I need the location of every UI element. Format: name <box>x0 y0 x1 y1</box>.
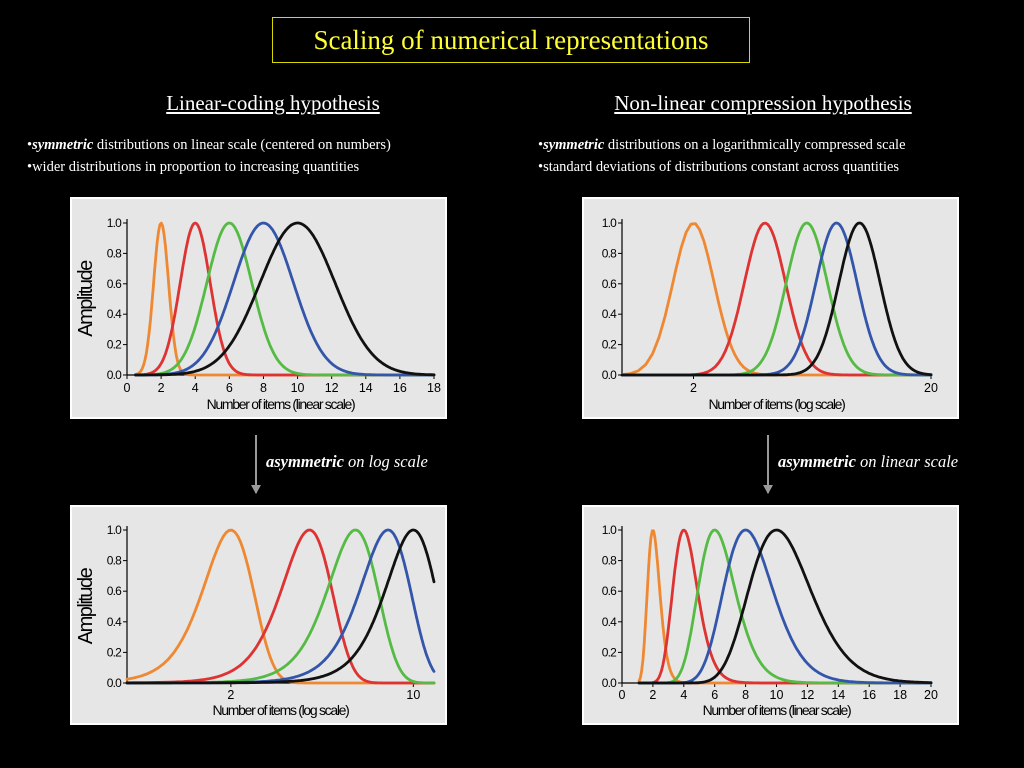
right-arrow-label: asymmetric on linear scale <box>778 452 959 471</box>
series-line-2 <box>134 221 436 377</box>
y-tick-label: 0.4 <box>107 307 122 321</box>
x-tick-label: 4 <box>680 688 687 702</box>
x-tick-label: 8 <box>742 688 749 702</box>
right-bullets: •symmetric distributions on a logarithmi… <box>538 134 906 178</box>
y-tick-label: 0.2 <box>602 645 617 659</box>
x-tick-label: 18 <box>893 688 907 702</box>
y-tick-label: 1.0 <box>107 523 122 537</box>
x-tick-label: 16 <box>393 381 407 395</box>
x-tick-label: 10 <box>291 381 305 395</box>
series-line-3 <box>125 528 436 685</box>
series-line-4 <box>134 221 436 377</box>
series-line-5 <box>125 528 436 685</box>
y-tick-label: 0.2 <box>107 338 122 352</box>
series-line-5 <box>620 221 933 377</box>
left-bullets: •symmetric distributions on linear scale… <box>27 134 391 178</box>
y-axis-label: Amplitude <box>75 567 97 644</box>
x-tick-label: 14 <box>831 688 845 702</box>
x-tick-label: 18 <box>427 381 441 395</box>
slide-title: Scaling of numerical representations <box>313 24 709 55</box>
x-tick-label: 10 <box>770 688 784 702</box>
series-line-2 <box>637 528 933 685</box>
x-tick-label: 14 <box>359 381 373 395</box>
x-tick-label: 4 <box>192 381 199 395</box>
x-axis-label: Number of items (log scale) <box>708 396 845 412</box>
x-tick-label: 6 <box>226 381 233 395</box>
x-tick-label: 6 <box>711 688 718 702</box>
x-axis-label: Number of items (linear scale) <box>207 396 355 412</box>
x-tick-label: 12 <box>800 688 814 702</box>
x-tick-label: 2 <box>227 688 234 702</box>
y-tick-label: 0.0 <box>107 368 122 382</box>
chart-panel-top-right: 0.0 0.2 0.4 0.6 0.8 1.0 2 20 Number of items (lo… <box>582 197 959 419</box>
x-axis-label: Number of items (log scale) <box>212 702 349 718</box>
x-tick-label: 2 <box>649 688 656 702</box>
y-tick-label: 1.0 <box>602 216 617 230</box>
y-tick-label: 0.0 <box>602 368 617 382</box>
y-tick-label: 0.0 <box>602 676 617 690</box>
left-bullet-2: •wider distributions in proportion to in… <box>27 159 360 175</box>
x-tick-label: 2 <box>690 381 697 395</box>
y-tick-label: 0.2 <box>107 645 122 659</box>
left-arrow-label: asymmetric on log scale <box>266 452 428 471</box>
x-tick-label: 0 <box>619 688 626 702</box>
series-line-4 <box>637 528 933 685</box>
x-axis-label: Number of items (linear scale) <box>703 702 851 718</box>
y-tick-label: 1.0 <box>602 523 617 537</box>
left-heading: Linear-coding hypothesis <box>166 91 380 115</box>
right-bullet-1: •symmetric distributions on a logarithmi… <box>538 137 906 153</box>
series-line-5 <box>637 528 933 685</box>
series-line-2 <box>125 528 436 685</box>
y-tick-label: 1.0 <box>107 216 122 230</box>
right-bullet-2: •standard deviations of distributions co… <box>538 159 900 175</box>
y-tick-label: 0.4 <box>602 307 617 321</box>
chart-svg-top-left: 0.0 0.2 0.4 0.6 0.8 1.0 0 2 4 6 8 10 12 14 16 18 Number … <box>75 216 441 412</box>
series-line-1 <box>134 221 436 377</box>
x-tick-label: 8 <box>260 381 267 395</box>
chart-panel-top-left: 0.0 0.2 0.4 0.6 0.8 1.0 0 2 4 6 8 10 12 14 16 18 Number … <box>70 197 447 419</box>
y-tick-label: 0.0 <box>107 676 122 690</box>
right-heading: Non-linear compression hypothesis <box>614 91 912 115</box>
series-line-1 <box>125 528 436 685</box>
chart-svg-top-right: 0.0 0.2 0.4 0.6 0.8 1.0 2 20 Number of items (lo… <box>602 216 938 412</box>
y-tick-label: 0.8 <box>602 246 617 260</box>
y-tick-label: 0.6 <box>107 277 122 291</box>
x-tick-label: 20 <box>924 688 938 702</box>
series-line-4 <box>125 528 436 685</box>
chart-svg-bottom-right: 0.0 0.2 0.4 0.6 0.8 1.0 0 2 4 6 8 10 12 14 16 18 20 Numbe… <box>602 523 938 718</box>
series-line-1 <box>637 529 933 685</box>
y-tick-label: 0.4 <box>602 615 617 629</box>
chart-panel-bottom-right: 0.0 0.2 0.4 0.6 0.8 1.0 0 2 4 6 8 10 12 14 16 18 20 Numbe… <box>582 505 959 725</box>
series-line-5 <box>134 221 436 377</box>
left-bullet-1: •symmetric distributions on linear scale… <box>27 137 391 153</box>
left-down-arrow <box>251 435 261 494</box>
y-tick-label: 0.8 <box>602 554 617 568</box>
x-tick-label: 20 <box>924 381 938 395</box>
series-line-3 <box>637 528 933 685</box>
x-tick-label: 2 <box>158 381 165 395</box>
series-line-3 <box>134 221 436 377</box>
x-tick-label: 10 <box>406 688 420 702</box>
y-tick-label: 0.6 <box>602 584 617 598</box>
right-down-arrow <box>763 435 773 494</box>
y-tick-label: 0.4 <box>107 615 122 629</box>
chart-panel-bottom-left: 0.0 0.2 0.4 0.6 0.8 1.0 2 10 Number of items (lo… <box>70 505 447 725</box>
x-tick-label: 12 <box>325 381 339 395</box>
y-tick-label: 0.6 <box>107 584 122 598</box>
y-tick-label: 0.8 <box>107 246 122 260</box>
y-axis-label: Amplitude <box>75 260 97 337</box>
x-tick-label: 16 <box>862 688 876 702</box>
chart-svg-bottom-left: 0.0 0.2 0.4 0.6 0.8 1.0 2 10 Number of items (lo… <box>75 523 436 718</box>
y-tick-label: 0.8 <box>107 554 122 568</box>
y-tick-label: 0.2 <box>602 338 617 352</box>
y-tick-label: 0.6 <box>602 277 617 291</box>
slide-title-box: Scaling of numerical representations <box>272 17 750 63</box>
x-tick-label: 0 <box>124 381 131 395</box>
